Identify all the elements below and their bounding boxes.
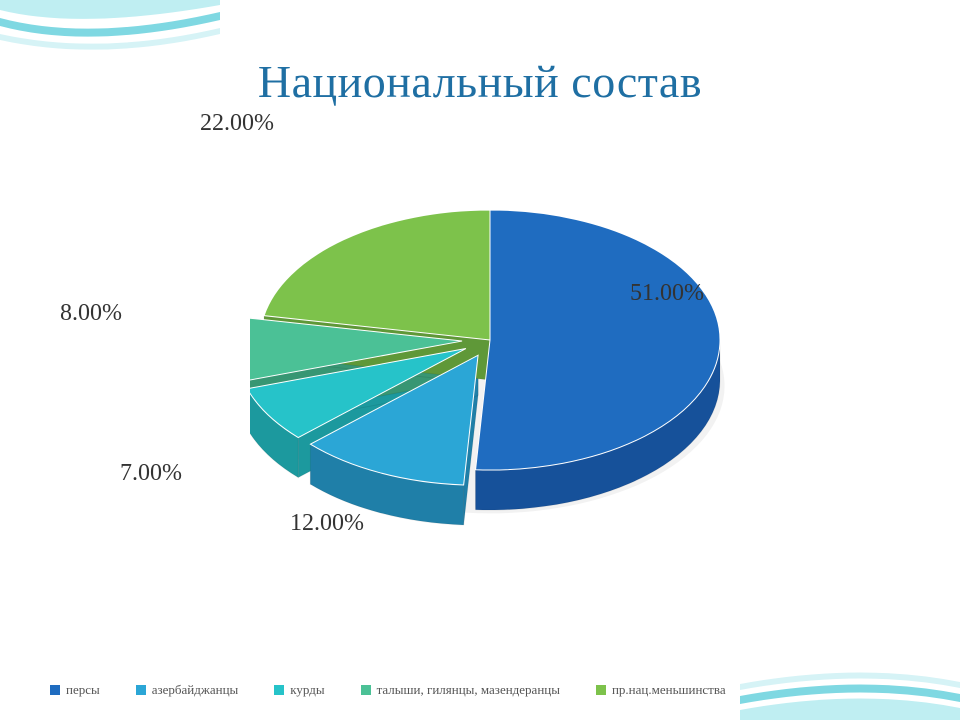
slice-label-3: 8.00% [60, 300, 122, 327]
legend-item-3: талыши, гилянцы, мазендеранцы [361, 682, 560, 698]
legend-item-0: персы [50, 682, 100, 698]
legend-label-1: азербайджанцы [152, 682, 239, 698]
corner-decoration-bottom-right [740, 640, 960, 720]
page-title: Национальный состав [0, 55, 960, 108]
legend-swatch-2 [274, 685, 284, 695]
legend: персы азербайджанцы курды талыши, гилянц… [50, 682, 910, 698]
legend-item-1: азербайджанцы [136, 682, 239, 698]
legend-label-0: персы [66, 682, 100, 698]
legend-swatch-0 [50, 685, 60, 695]
slice-label-4: 22.00% [200, 110, 274, 137]
slice-label-1: 12.00% [290, 510, 364, 537]
legend-label-2: курды [290, 682, 324, 698]
legend-swatch-1 [136, 685, 146, 695]
slice-label-2: 7.00% [120, 460, 182, 487]
legend-label-3: талыши, гилянцы, мазендеранцы [377, 682, 560, 698]
legend-item-2: курды [274, 682, 324, 698]
legend-swatch-4 [596, 685, 606, 695]
legend-label-4: пр.нац.меньшинства [612, 682, 726, 698]
slide: Национальный состав 51.00% 12.00% 7.00% … [0, 0, 960, 720]
slice-label-0: 51.00% [630, 280, 704, 307]
pie-chart: 51.00% 12.00% 7.00% 8.00% 22.00% [60, 110, 900, 610]
legend-swatch-3 [361, 685, 371, 695]
legend-item-4: пр.нац.меньшинства [596, 682, 726, 698]
